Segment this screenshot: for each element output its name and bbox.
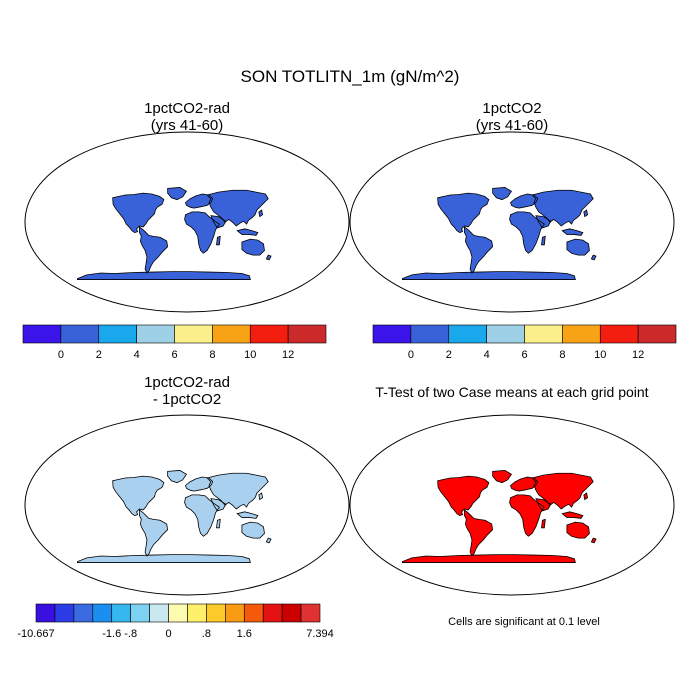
colorbar-box [149,603,169,623]
colorbar-box [300,603,321,623]
colorbar-tick-label: 2 [96,349,102,361]
colorbar-field-left: 0 2 4 6 8 10 12 [22,324,327,361]
colorbar-box [225,603,245,623]
colorbar-box [637,324,677,344]
panel-p2: 1pctCO2(yrs 41-60) [349,100,675,313]
colorbar-tick-label: 1.6 [237,628,252,640]
colorbar-tick-label: 4 [134,349,140,361]
colorbars-layer: 0 2 4 6 8 10 12 0 2 4 6 8 10 12 -10.667 -1.6 -.8 0 .8 1.6 7.… [17,324,677,640]
panel-title-line2: - 1pctCO2 [153,391,221,408]
panel-title-line1: 1pctCO2 [482,100,541,117]
colorbar-box [372,324,412,344]
panel-title-line2: (yrs 41-60) [151,117,224,134]
colorbar-box [206,603,226,623]
colorbar-box [249,324,289,344]
colorbar-tick-label: -.8 [124,628,137,640]
map-border [24,414,350,596]
colorbar-tick-label: .8 [202,628,211,640]
colorbar-difference: -10.667 -1.6 -.8 0 .8 1.6 7.394 [17,603,334,640]
colorbar-tick-label: 8 [209,349,215,361]
colorbar-tick-label: 10 [244,349,256,361]
colorbar-box [410,324,450,344]
panel-p3: 1pctCO2-rad- 1pctCO2 [24,374,350,596]
colorbar-field-right: 0 2 4 6 8 10 12 [372,324,677,361]
colorbar-box [22,324,62,344]
colorbar-tick-label: 12 [632,349,644,361]
colorbar-box [262,603,283,623]
colorbar-box [111,603,131,623]
colorbar-tick-label: 0 [58,349,64,361]
colorbar-tick-label: 7.394 [306,628,334,640]
map-border [349,131,675,313]
colorbar-tick-label: 12 [282,349,294,361]
panel-title-line1: T-Test of two Case means at each grid po… [375,384,648,400]
map-border [349,414,675,596]
colorbar-box [212,324,251,344]
colorbar-box [281,603,302,623]
colorbar-box [486,324,525,344]
colorbar-box [136,324,175,344]
colorbar-tick-label: 6 [521,349,527,361]
colorbar-box [599,324,639,344]
colorbar-tick-label: 6 [171,349,177,361]
colorbar-box [54,603,75,623]
colorbar-box [130,603,150,623]
colorbar-tick-label: 2 [446,349,452,361]
colorbar-tick-label: 0 [408,349,414,361]
panel-p4: T-Test of two Case means at each grid po… [349,384,675,596]
colorbar-box [524,324,563,344]
colorbar-box [35,603,56,623]
panels-layer: 1pctCO2-rad(yrs 41-60)1pctCO2(yrs 41-60)… [24,100,675,596]
map-border [24,131,350,313]
colorbar-tick-label: -1.6 [102,628,121,640]
colorbar-box [60,324,100,344]
colorbar-tick-label: 10 [594,349,606,361]
panel-title-line1: 1pctCO2-rad [144,374,230,391]
colorbar-box [287,324,327,344]
colorbar-box [187,603,207,623]
colorbar-box [98,324,137,344]
panel-p1: 1pctCO2-rad(yrs 41-60) [24,100,350,313]
colorbar-box [448,324,487,344]
colorbar-box [174,324,213,344]
colorbar-tick-label: 8 [559,349,565,361]
figure-title: SON TOTLITN_1m (gN/m^2) [241,67,460,86]
colorbar-tick-label: 0 [165,628,171,640]
significance-note: Cells are significant at 0.1 level [448,616,600,628]
colorbar-tick-label: -10.667 [17,628,54,640]
colorbar-tick-label: 4 [484,349,490,361]
colorbar-box [562,324,601,344]
colorbar-box [92,603,113,623]
panel-title-line1: 1pctCO2-rad [144,100,230,117]
colorbar-box [73,603,94,623]
panel-title-line2: (yrs 41-60) [476,117,549,134]
colorbar-box [168,603,188,623]
colorbar-box [243,603,264,623]
